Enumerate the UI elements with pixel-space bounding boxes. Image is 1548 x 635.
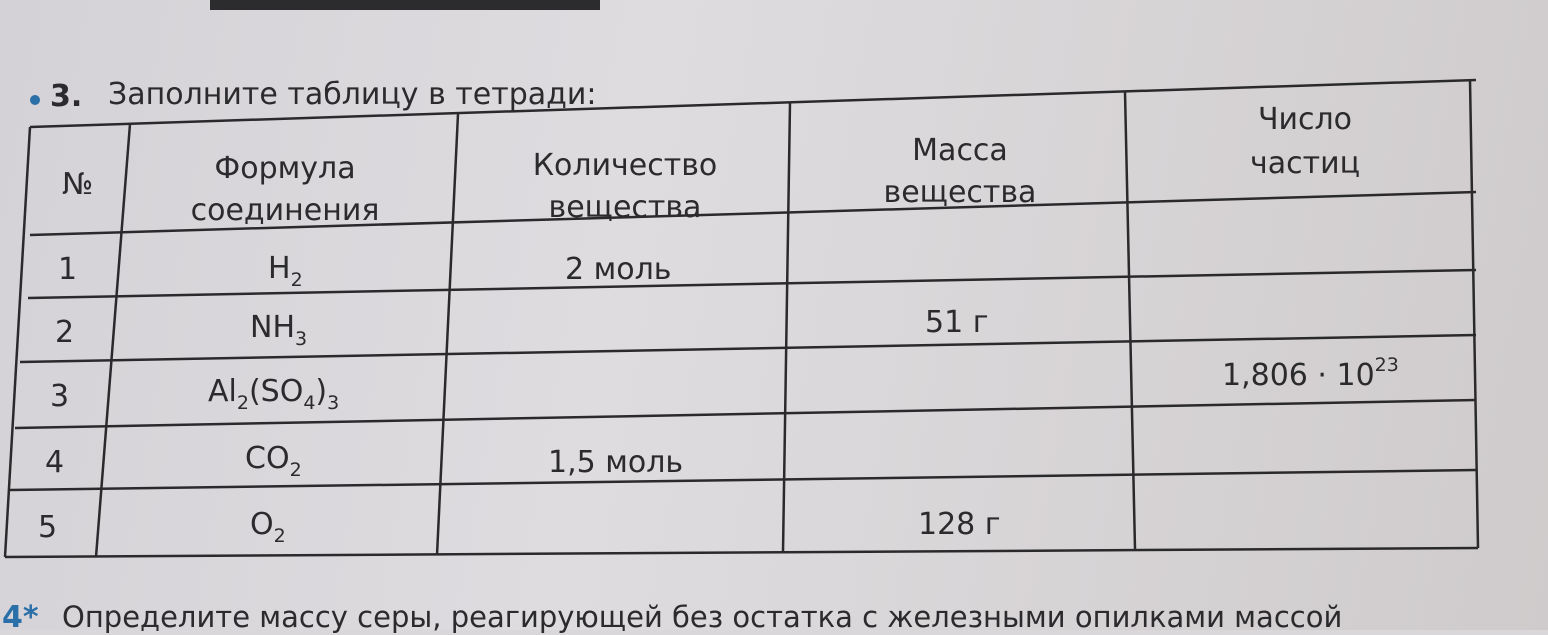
formula-cell: CO2 (245, 444, 302, 480)
exercise-number: 3. (50, 79, 83, 114)
amount-cell: 2 моль (565, 252, 672, 287)
header-particles: Число частиц (1250, 102, 1360, 181)
particles-value: 1,806 · 10 (1222, 358, 1375, 393)
bullet-icon (30, 95, 40, 105)
row-number: 1 (58, 252, 78, 287)
dark-strip (210, 0, 600, 10)
header-number: № (62, 167, 94, 202)
subscript: 2 (289, 459, 302, 481)
row-number: 5 (38, 510, 58, 545)
row-number: 3 (50, 379, 70, 414)
formula-cell: Al2(SO4)3 (208, 377, 339, 413)
amount-cell: 1,5 моль (548, 445, 684, 480)
subscript: 2 (273, 525, 286, 547)
next-exercise-text: Определите массу серы, реагирующей без о… (62, 600, 1343, 634)
formula-cell: NH3 (250, 313, 307, 349)
formula: NH (250, 310, 295, 345)
exercise-title: Заполните таблицу в тетради: (108, 77, 597, 112)
next-exercise-number: 4* (2, 600, 39, 635)
formula: Al (208, 374, 237, 409)
header-amount: Количество вещества (532, 148, 718, 225)
formula: ) (315, 374, 328, 409)
formula: CO (245, 441, 290, 476)
exponent: 23 (1374, 354, 1399, 376)
header-mass: Масса вещества (883, 133, 1037, 210)
particles-cell: 1,806 · 1023 (1222, 356, 1399, 391)
row-number: 4 (45, 445, 65, 480)
subscript: 2 (236, 392, 249, 414)
formula: (SO (248, 374, 304, 409)
subscript: 2 (290, 269, 303, 291)
formula: H (268, 251, 291, 286)
mass-cell: 51 г (925, 305, 989, 340)
formula: O (250, 507, 274, 542)
subscript: 3 (295, 328, 308, 350)
formula-cell: H2 (268, 254, 303, 290)
mass-cell: 128 г (918, 507, 1001, 542)
subscript: 3 (327, 392, 340, 414)
subscript: 4 (303, 392, 316, 414)
formula-cell: O2 (250, 510, 286, 546)
row-number: 2 (55, 315, 75, 350)
header-formula: Формула соединения (190, 151, 380, 228)
